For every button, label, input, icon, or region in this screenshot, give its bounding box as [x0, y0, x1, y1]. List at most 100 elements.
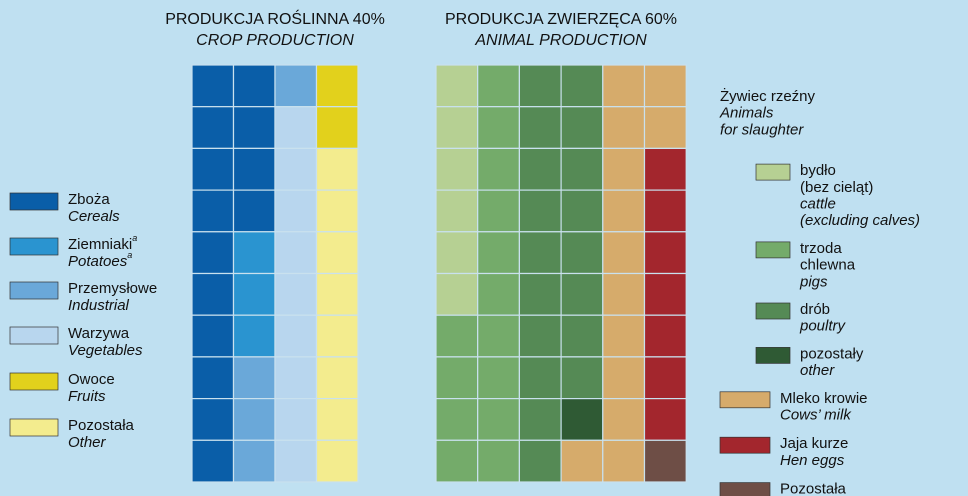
legend-label: Potatoes [68, 253, 128, 270]
waffle-cell [435, 314, 479, 358]
waffle-cell [232, 64, 276, 108]
waffle-cell [435, 398, 479, 441]
waffle-cell [191, 231, 235, 275]
legend-swatch [719, 482, 771, 496]
waffle-cell [435, 106, 479, 149]
waffle-cell [191, 147, 235, 191]
waffle-cell [518, 147, 562, 191]
legend-label: Industrial [68, 297, 130, 314]
waffle-cell [560, 106, 604, 149]
legend-label: Przemysłowe [68, 280, 157, 297]
waffle-cell [435, 356, 479, 400]
legend-label: Pozostała [68, 417, 135, 434]
legend-label: chlewna [800, 257, 856, 274]
waffle-cell [191, 356, 235, 400]
waffle-cell [435, 189, 479, 233]
legend-label: Żywiec rzeźny [720, 87, 816, 105]
waffle-cell [274, 231, 318, 275]
chart-title: PRODUKCJA ROŚLINNA 40% [165, 9, 385, 28]
waffle-cell [560, 147, 604, 191]
footnote-marker: a [127, 250, 132, 260]
legend-label: Other [68, 434, 107, 451]
footnote-marker: a [132, 233, 137, 243]
legend-label: (bez cieląt) [800, 179, 873, 196]
legend-label: Warzywa [68, 325, 130, 342]
legend-label: pigs [799, 273, 828, 290]
waffle-cell [518, 398, 562, 441]
waffle-cell [274, 147, 318, 191]
waffle-cell [232, 189, 276, 233]
waffle-cell [315, 398, 359, 441]
waffle-cell [602, 439, 646, 483]
legend-label: Industrial [68, 297, 130, 314]
waffle-cell [602, 147, 646, 191]
legend-swatch [719, 391, 771, 409]
legend-label: poultry [799, 318, 847, 335]
waffle-cell [477, 439, 521, 483]
legend-swatch [9, 192, 59, 211]
waffle-cell [435, 147, 479, 191]
waffle-cell [560, 398, 604, 441]
waffle-cell [560, 64, 604, 108]
legend-swatch [9, 237, 59, 256]
legend-label: Vegetables [68, 342, 143, 359]
waffle-cell [315, 356, 359, 400]
waffle-cell [232, 439, 276, 483]
legend-label: Animals [719, 105, 774, 122]
waffle-cell [191, 314, 235, 358]
waffle-cell [315, 439, 359, 483]
legend-label: drób [800, 301, 830, 318]
chart-subtitle: ANIMAL PRODUCTION [474, 32, 647, 49]
legend-label: Cereals [68, 208, 120, 225]
waffle-cell [191, 106, 235, 149]
waffle-cell [643, 398, 687, 441]
waffle-cell [602, 398, 646, 441]
waffle-cell [477, 147, 521, 191]
waffle-cell [232, 398, 276, 441]
waffle-cell [232, 106, 276, 149]
waffle-cell [191, 189, 235, 233]
waffle-cell [435, 272, 479, 316]
waffle-cell [477, 231, 521, 275]
legend-label: cattle [800, 195, 836, 212]
waffle-cell [232, 231, 276, 275]
legend-swatch [9, 281, 59, 300]
waffle-cell [274, 314, 318, 358]
waffle-cell [602, 356, 646, 400]
waffle-cell [602, 189, 646, 233]
waffle-cell [315, 189, 359, 233]
waffle-cell [315, 314, 359, 358]
waffle-cell [643, 231, 687, 275]
waffle-cell [191, 439, 235, 483]
waffle-cell [602, 272, 646, 316]
waffle-cell [518, 439, 562, 483]
legend-swatch [755, 302, 791, 320]
waffle-cell [602, 231, 646, 275]
legend-label: Owoce [68, 371, 115, 388]
chart-subtitle: CROP PRODUCTION [196, 32, 354, 49]
waffle-cell [477, 272, 521, 316]
legend-label: bydło [800, 162, 836, 179]
waffle-cell [643, 189, 687, 233]
legend-label: Fruits [68, 388, 106, 405]
waffle-cell [643, 356, 687, 400]
legend-label: Przemysłowe [68, 280, 157, 297]
legend-label: Mleko krowie [780, 390, 868, 407]
waffle-cell [518, 231, 562, 275]
legend-label: Owoce [68, 371, 115, 388]
waffle-cell [643, 272, 687, 316]
waffle-cell [274, 356, 318, 400]
legend-label: Zboża [68, 191, 110, 208]
waffle-cell [477, 189, 521, 233]
legend-label: Cereals [68, 208, 120, 225]
legend-label: Fruits [68, 388, 106, 405]
waffle-cell [560, 314, 604, 358]
waffle-cell [274, 106, 318, 149]
legend-swatch [719, 436, 771, 454]
waffle-cell [315, 64, 359, 108]
legend-label: Ziemniakia [68, 233, 137, 253]
legend-label: Ziemniaki [68, 236, 132, 253]
waffle-cell [191, 398, 235, 441]
chart-title: PRODUKCJA ZWIERZĘCA 60% [445, 11, 677, 28]
legend-swatch [755, 241, 791, 259]
